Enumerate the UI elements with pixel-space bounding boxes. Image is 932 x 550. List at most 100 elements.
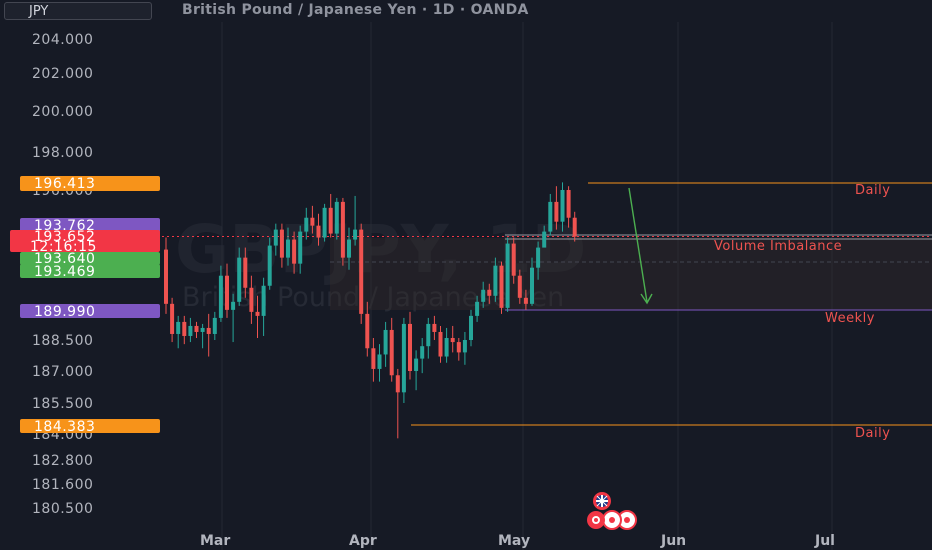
candle [566,186,571,228]
candle [182,315,187,345]
candle [194,321,199,338]
candle [377,344,382,382]
candle-body [194,325,199,332]
y-tick: 185.500 [32,396,93,412]
x-tick-jul: Jul [814,533,835,549]
candle [353,195,358,246]
x-tick-jun: Jun [660,533,686,549]
y-tick: 204.000 [32,32,93,48]
candle-body [401,323,406,393]
candle [493,257,498,302]
y-tick: 198.000 [32,145,93,161]
candle [249,275,254,324]
candle [286,227,290,266]
candle-body [536,247,541,268]
candle-body [548,201,553,232]
candle [414,350,419,391]
grid [221,22,833,550]
candle-body [572,217,577,237]
candle [481,281,486,308]
candle-body [304,217,309,232]
candle-body [353,229,358,240]
candle-body [554,201,559,222]
candle-body [218,275,223,318]
arrow-annotation[interactable] [628,187,653,305]
candle [328,193,333,238]
candle [267,237,272,290]
level-label-volume-imbalance: Volume Imbalance [714,239,842,254]
candle [456,337,461,361]
candle [206,313,211,357]
y-tick: 182.800 [32,453,93,469]
candle-body [560,190,565,222]
candle-body [365,313,370,349]
price-label-193469: 193.469 [34,264,95,280]
levels [162,182,932,426]
candle [225,263,229,318]
symbol-search-box[interactable]: JPY [4,2,152,20]
candle-body [487,289,492,296]
candle [389,317,394,382]
candle [511,237,516,284]
y-tick: 187.000 [32,364,93,380]
candle-body [499,265,504,308]
candle-body [298,231,303,264]
candle-body [426,323,431,347]
candle [523,289,528,310]
candle [426,317,431,359]
candle-body [438,331,443,357]
candle [322,203,327,242]
candle-body [328,207,333,234]
candle-body [310,217,315,226]
candle [548,193,553,236]
candle [279,223,284,268]
level-label-weekly: Weekly [825,311,875,326]
candle-body [517,275,522,298]
candle [560,182,565,232]
volume-imbalance-zone [330,238,932,310]
candle [188,317,193,343]
candle-body [377,354,382,369]
candle [200,323,205,349]
candle-body [237,257,242,302]
y-tick: 200.000 [32,104,93,120]
candle [438,325,443,363]
candle [401,317,406,403]
candle-body [481,289,486,302]
candle [371,337,376,382]
candle [530,257,534,306]
x-tick-apr: Apr [349,533,377,549]
candle [347,227,351,270]
y-tick: 202.000 [32,66,93,82]
candles [164,182,577,439]
candle [420,337,425,374]
candle-body [182,321,187,336]
price-label-184383: 184.383 [34,419,95,435]
candle-body [414,358,419,371]
candle-body [444,337,449,357]
price-label-196413: 196.413 [34,176,95,192]
candle-body [523,297,528,304]
candle [554,186,559,230]
candle-body [432,323,437,332]
candle [542,225,547,248]
candle [304,207,309,240]
candle-body [542,231,547,248]
candle-body [462,340,467,353]
candle-body [267,245,272,286]
candle-body [475,301,480,316]
price-label-189990: 189.990 [34,304,95,320]
candle-body [371,348,376,369]
candle-body [347,239,351,258]
uk-flag-event-icon[interactable] [593,492,611,510]
candle-body [456,342,461,353]
candle [462,331,467,365]
candle [316,213,321,246]
candle-body [231,301,236,310]
y-tick: 181.600 [32,477,93,493]
candle [261,277,266,336]
candle [243,247,248,298]
candle [517,269,522,304]
japan-flag-event-icon[interactable] [587,510,637,530]
